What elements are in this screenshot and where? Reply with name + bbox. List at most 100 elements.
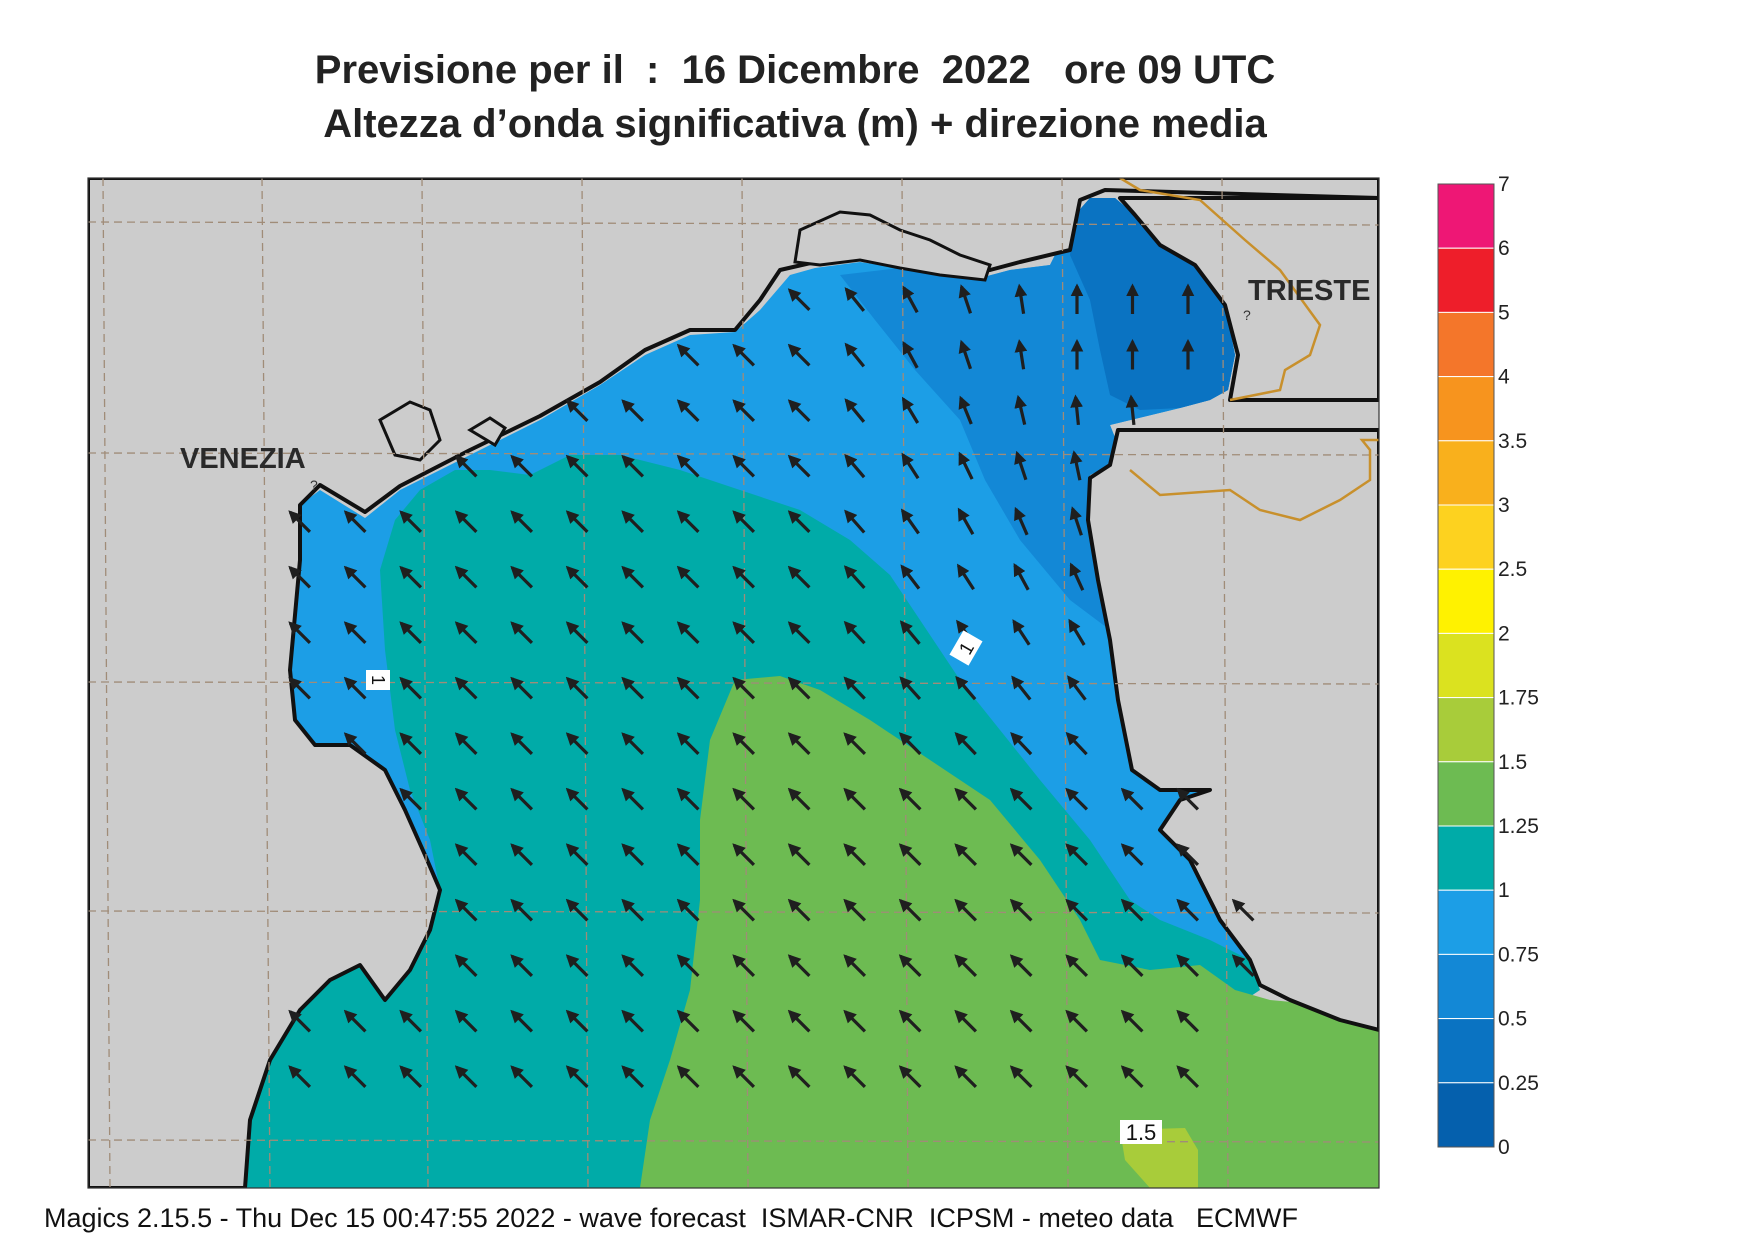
direction-arrow — [1069, 450, 1083, 481]
direction-arrow — [1011, 675, 1032, 701]
direction-arrow — [510, 510, 534, 534]
footer-credits: Magics 2.15.5 - Thu Dec 15 00:47:55 2022… — [44, 1203, 1298, 1233]
direction-arrow — [732, 787, 756, 811]
legend-label: 3.5 — [1498, 430, 1527, 453]
direction-arrow — [1176, 1065, 1200, 1089]
direction-arrow — [1065, 898, 1089, 922]
direction-arrow — [843, 787, 867, 811]
legend-label: 1 — [1498, 879, 1510, 902]
legend-frame — [1437, 183, 1495, 1148]
direction-arrow — [787, 898, 811, 922]
contour-label-1.5: 1.5 — [1120, 1120, 1162, 1145]
direction-arrow — [1176, 787, 1200, 811]
direction-arrow — [676, 898, 700, 922]
direction-arrow — [900, 508, 920, 535]
direction-arrow — [732, 732, 756, 756]
direction-arrow — [343, 732, 367, 756]
direction-arrow — [898, 787, 922, 811]
direction-arrow — [954, 898, 978, 922]
legend-swatch — [1437, 1018, 1495, 1084]
direction-arrow — [510, 787, 534, 811]
direction-arrow — [787, 288, 811, 312]
direction-arrow — [454, 732, 478, 756]
wave-direction-arrows — [288, 283, 1255, 1089]
direction-arrow — [621, 510, 645, 534]
direction-arrow — [676, 732, 700, 756]
direction-arrow — [676, 787, 700, 811]
legend-label: 4 — [1498, 366, 1510, 389]
direction-arrow — [732, 954, 756, 978]
direction-arrow — [1065, 843, 1089, 867]
direction-arrow — [1176, 1009, 1200, 1033]
direction-arrow — [399, 676, 423, 700]
direction-arrow — [898, 898, 922, 922]
direction-arrow — [510, 676, 534, 700]
direction-arrow — [621, 621, 645, 645]
direction-arrow — [676, 399, 700, 423]
direction-arrow — [958, 451, 974, 480]
legend-label: 5 — [1498, 301, 1510, 324]
direction-arrow — [621, 1065, 645, 1089]
direction-arrow — [898, 954, 922, 978]
direction-arrow — [399, 732, 423, 756]
direction-arrow — [565, 676, 589, 700]
map-area: ? ? — [88, 178, 1379, 1188]
direction-arrow — [565, 510, 589, 534]
direction-arrow — [621, 954, 645, 978]
direction-arrow — [676, 621, 700, 645]
legend-swatch — [1437, 889, 1495, 955]
direction-arrow — [1009, 1065, 1033, 1089]
direction-arrow — [900, 564, 921, 590]
direction-arrow — [343, 621, 367, 645]
direction-arrow — [621, 732, 645, 756]
direction-arrow — [1009, 787, 1033, 811]
direction-arrow — [510, 843, 534, 867]
direction-arrow — [1009, 954, 1033, 978]
direction-arrow — [843, 676, 866, 700]
direction-arrow — [843, 898, 867, 922]
direction-arrow — [454, 898, 478, 922]
direction-arrow — [844, 509, 866, 534]
direction-arrow — [1014, 450, 1028, 481]
direction-arrow — [454, 1065, 478, 1089]
legend-swatch — [1437, 1082, 1495, 1148]
direction-arrow — [288, 1009, 312, 1033]
direction-arrow — [843, 1009, 867, 1033]
direction-arrow — [621, 1009, 645, 1033]
direction-arrow — [399, 1009, 423, 1033]
direction-arrow — [732, 1065, 756, 1089]
title-line-2: Altezza d’onda significativa (m) + direz… — [323, 102, 1267, 146]
legend-swatch — [1437, 183, 1495, 249]
direction-arrow — [1120, 1009, 1144, 1033]
direction-arrow — [787, 454, 811, 478]
direction-arrow — [565, 898, 589, 922]
direction-arrow — [899, 620, 921, 645]
direction-arrow — [454, 1009, 478, 1033]
direction-arrow — [565, 1009, 589, 1033]
direction-arrow — [1176, 954, 1200, 978]
direction-arrow — [1231, 898, 1255, 922]
city-label-venezia: VENEZIA — [180, 443, 306, 475]
direction-arrow — [676, 676, 700, 700]
direction-arrow — [899, 676, 922, 700]
direction-arrow — [1065, 1065, 1089, 1089]
direction-arrow — [787, 954, 811, 978]
direction-arrow — [1012, 619, 1031, 646]
direction-arrow — [565, 732, 589, 756]
direction-arrow — [343, 1009, 367, 1033]
direction-arrow — [288, 510, 312, 534]
direction-arrow — [1013, 562, 1030, 591]
direction-arrow — [954, 843, 978, 867]
direction-arrow — [676, 1009, 700, 1033]
direction-arrow — [399, 787, 423, 811]
direction-arrow — [957, 563, 975, 591]
direction-arrow — [454, 454, 478, 478]
direction-arrow — [454, 510, 478, 534]
direction-arrow — [1120, 898, 1144, 922]
direction-arrow — [898, 1009, 922, 1033]
legend-label: 0.75 — [1498, 943, 1539, 966]
direction-arrow — [565, 399, 589, 423]
direction-arrow — [676, 565, 700, 589]
lagoon-islands — [378, 210, 992, 462]
sea-band-1.25-1.5 — [640, 676, 1379, 1188]
